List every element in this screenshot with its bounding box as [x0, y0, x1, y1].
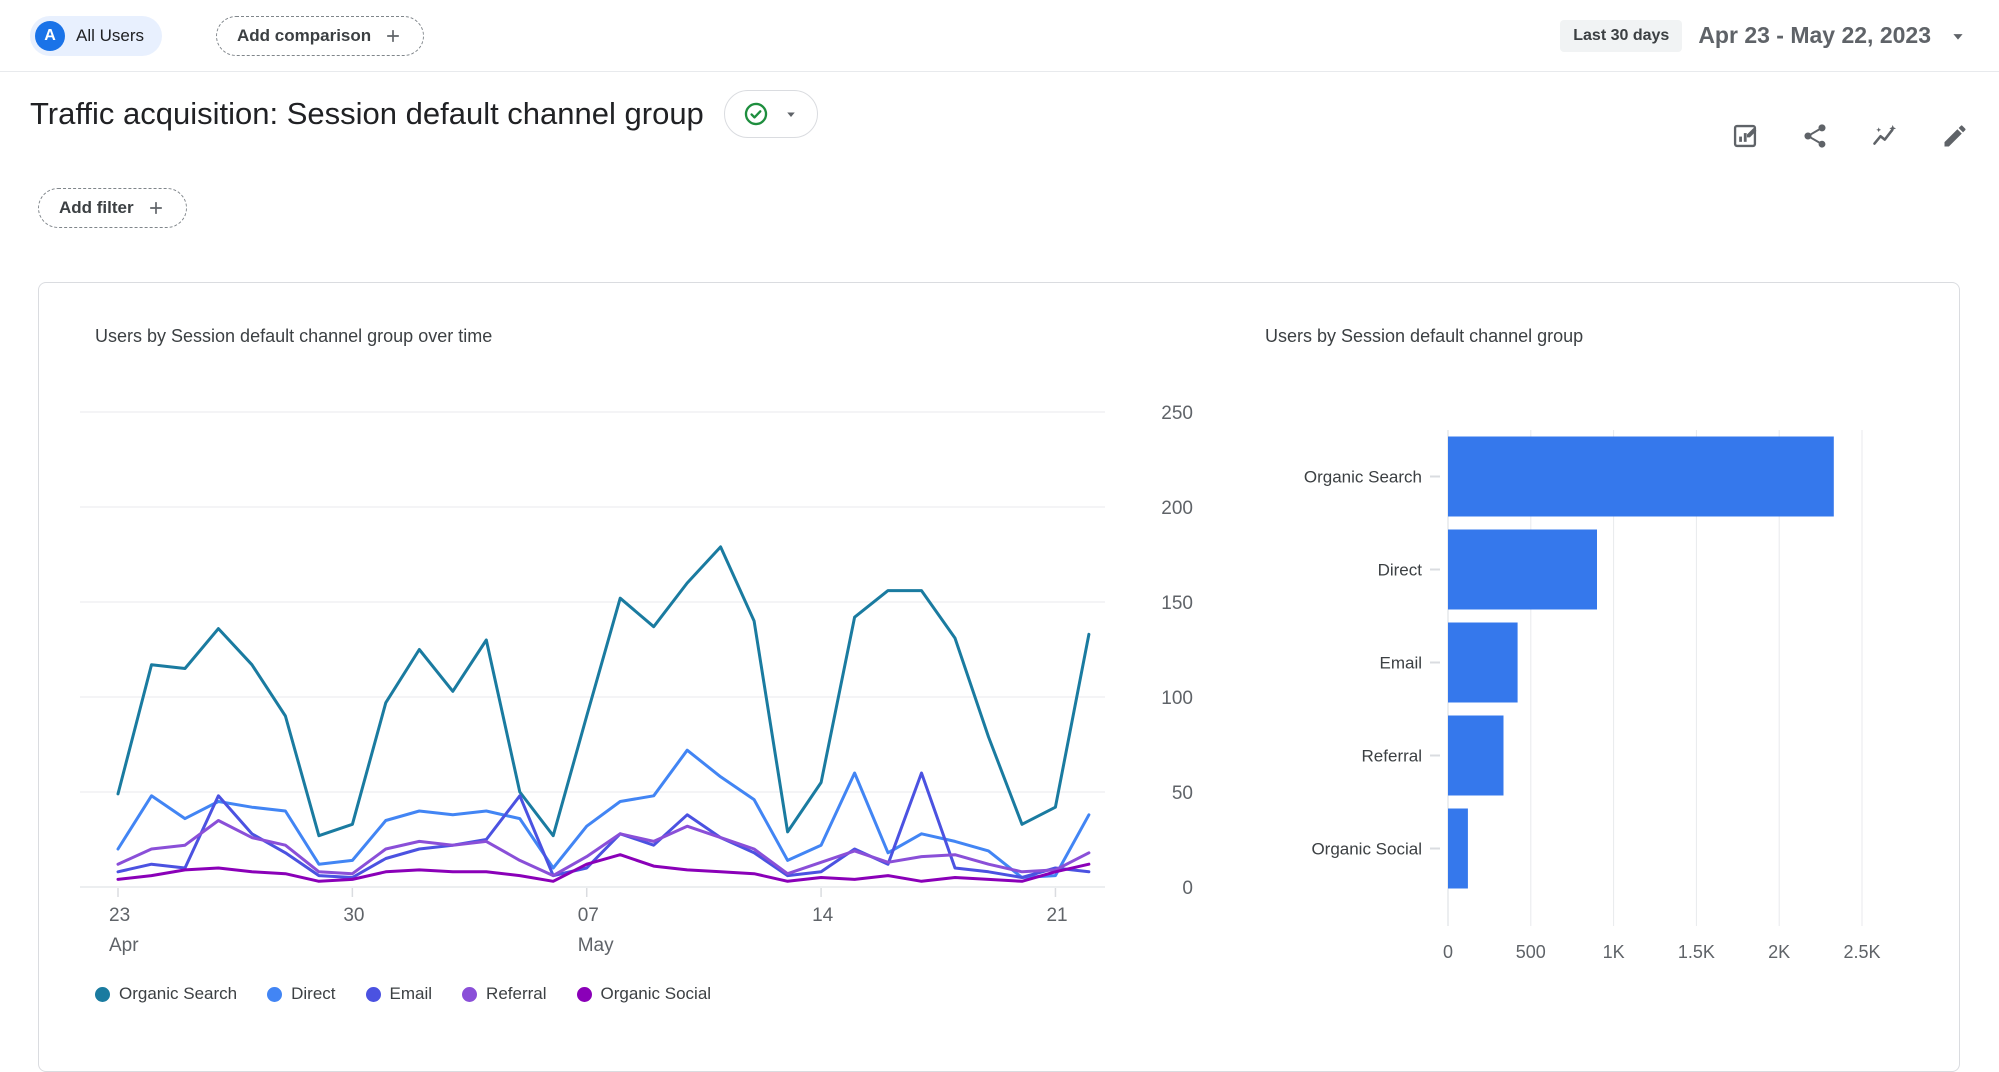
date-preset-chip: Last 30 days [1560, 19, 1683, 52]
report-actions [1731, 122, 1969, 150]
legend-item-organic-social[interactable]: Organic Social [576, 984, 712, 1004]
legend-dot-referral [462, 986, 478, 1002]
y-axis-label-0: 0 [1182, 878, 1193, 899]
x-axis-label: 21 [1046, 905, 1067, 926]
edit-icon[interactable] [1941, 122, 1969, 150]
legend-dot-direct [267, 986, 283, 1002]
bar-email [1448, 622, 1518, 703]
x-axis-label-2.5K: 2.5K [1843, 942, 1880, 962]
y-axis-label-50: 50 [1172, 783, 1193, 804]
plus-icon [146, 198, 166, 218]
caret-down-icon[interactable] [1947, 25, 1969, 47]
x-axis-label-500: 500 [1516, 942, 1546, 962]
y-axis-label-200: 200 [1161, 498, 1193, 519]
add-comparison-button[interactable]: Add comparison [216, 15, 425, 56]
bar-organic-search [1448, 436, 1834, 517]
line-series-direct [116, 748, 1091, 879]
x-axis-label: 14 [812, 905, 834, 926]
bar-organic-social [1448, 808, 1468, 889]
x-axis-label-2K: 2K [1768, 942, 1790, 962]
x-axis-label: 30 [343, 905, 364, 926]
y-axis-label-250: 250 [1161, 403, 1193, 424]
legend-item-referral[interactable]: Referral [462, 984, 547, 1004]
bar-category-label-email: Email [1379, 654, 1422, 673]
legend-item-direct[interactable]: Direct [267, 984, 336, 1004]
x-axis-sublabel: May [578, 935, 614, 956]
bar-chart-title: Users by Session default channel group [1265, 326, 1584, 346]
legend-dot-email [365, 986, 381, 1002]
add-filter-button[interactable]: Add filter [38, 188, 187, 228]
legend-label: Organic Search [119, 984, 238, 1003]
date-controls: Last 30 days Apr 23 - May 22, 2023 [1560, 19, 1969, 52]
add-comparison-label: Add comparison [237, 25, 372, 45]
bar-category-label-referral: Referral [1362, 747, 1422, 766]
report-status-dropdown[interactable] [723, 90, 818, 138]
report-header: Traffic acquisition: Session default cha… [30, 90, 818, 138]
legend-dot-organic-search [95, 986, 110, 1002]
x-axis-label-1K: 1K [1603, 942, 1625, 962]
legend-item-organic-search[interactable]: Organic Search [95, 984, 237, 1004]
x-axis-label: 07 [578, 905, 599, 926]
line-chart-legend: Organic Search Direct Email Referral Organic… [95, 984, 711, 1004]
legend-dot-organic-social [576, 986, 592, 1002]
x-axis-sublabel: Apr [109, 935, 139, 956]
x-axis-label-0: 0 [1443, 942, 1453, 962]
legend-label: Organic Social [600, 984, 712, 1003]
customize-report-icon[interactable] [1731, 122, 1759, 150]
legend-item-email[interactable]: Email [365, 984, 433, 1004]
share-icon[interactable] [1801, 122, 1829, 150]
line-series-referral [116, 819, 1091, 878]
legend-label: Referral [486, 984, 547, 1003]
bar-category-label-organic-social: Organic Social [1311, 840, 1422, 859]
legend-label: Direct [291, 984, 336, 1003]
insights-icon[interactable] [1871, 122, 1899, 150]
audience-all-users-pill[interactable]: A All Users [30, 15, 163, 56]
y-axis-label-150: 150 [1161, 593, 1193, 614]
line-series-email [116, 771, 1091, 879]
bar-category-label-direct: Direct [1378, 561, 1423, 580]
bar-referral [1448, 715, 1504, 796]
line-series-organic-social [116, 853, 1091, 883]
check-badge-icon [742, 100, 770, 128]
x-axis-label-1.5K: 1.5K [1678, 942, 1715, 962]
plus-icon [383, 26, 403, 46]
page-title: Traffic acquisition: Session default cha… [30, 96, 704, 131]
line-chart-title: Users by Session default channel group o… [95, 326, 493, 346]
line-series-organic-search [116, 545, 1091, 838]
bar-direct [1448, 529, 1597, 610]
y-axis-label-100: 100 [1161, 688, 1193, 709]
top-bar: A All Users Add comparison Last 30 days … [0, 0, 1999, 72]
audience-avatar: A [35, 20, 65, 51]
x-axis-label: 23 [109, 905, 130, 926]
legend-label: Email [389, 984, 433, 1003]
audience-label: All Users [76, 25, 145, 45]
date-range-selector[interactable]: Apr 23 - May 22, 2023 [1698, 22, 1931, 48]
add-filter-label: Add filter [59, 198, 134, 217]
bar-category-label-organic-search: Organic Search [1304, 468, 1422, 487]
line-chart: 0 50 100 150 200 250 23 Apr 30 07 May 14 21 [80, 403, 1193, 956]
bar-chart: 0 500 1K 1.5K 2K 2.5K Organic Search Direct Emai… [1304, 430, 1881, 962]
caret-down-icon [782, 105, 800, 123]
